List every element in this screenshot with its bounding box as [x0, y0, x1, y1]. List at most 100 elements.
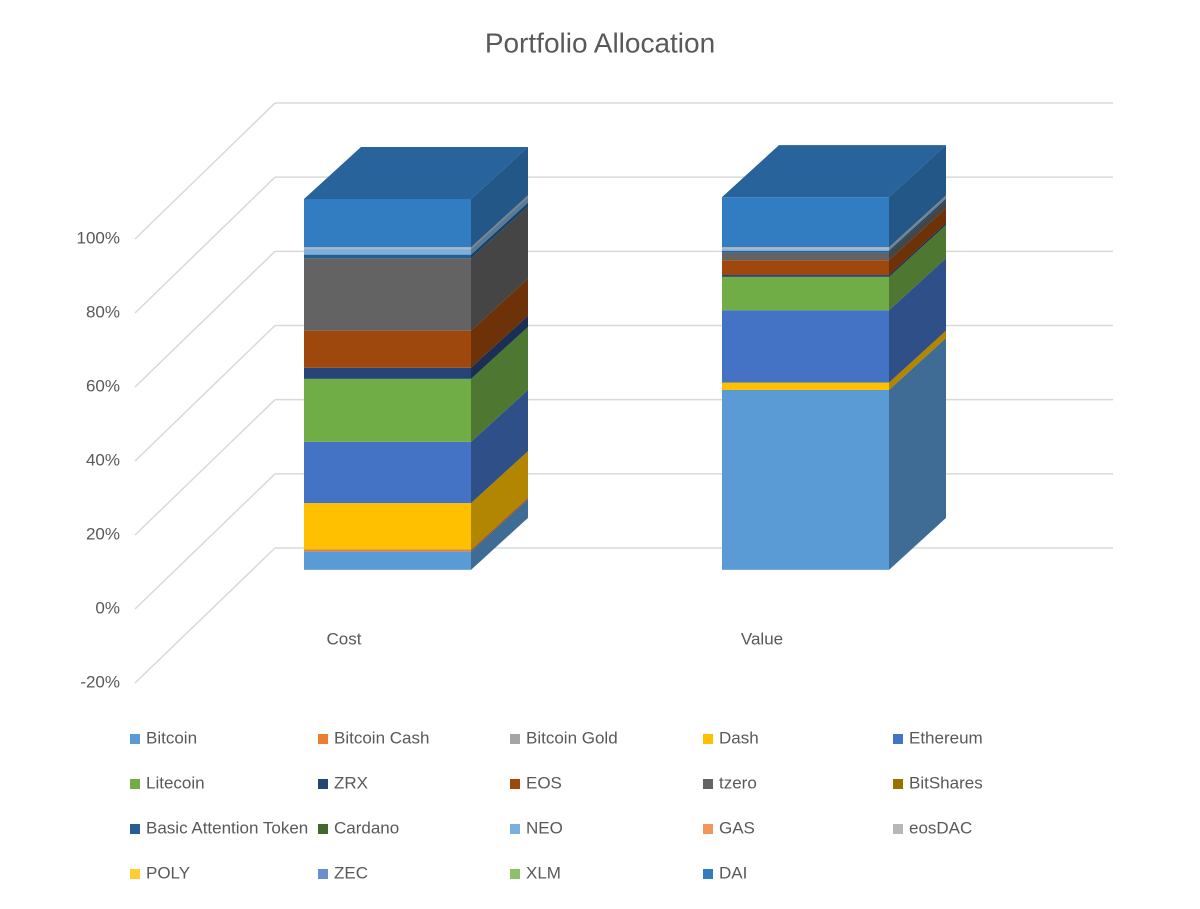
bar-segment: [304, 503, 471, 550]
legend-swatch: [510, 869, 520, 879]
legend-swatch: [703, 824, 713, 834]
bar-segment: [304, 549, 471, 552]
bar-segment-side: [471, 147, 528, 248]
bar-segment-shade: [889, 258, 946, 383]
bar-segment-side: [471, 497, 528, 552]
bar-segment-side: [471, 278, 528, 368]
bar-segment: [722, 310, 889, 383]
bar-segment-shade: [889, 195, 946, 250]
bar-segment-shade: [471, 197, 528, 255]
legend-label: ZEC: [334, 863, 368, 882]
y-tick-label: 80%: [86, 302, 120, 321]
legend-label: BitShares: [909, 773, 983, 792]
bar-segment-side: [471, 326, 528, 442]
bar-segment: [304, 551, 471, 570]
bar-segment: [722, 247, 889, 250]
bar-segment-shade: [889, 337, 946, 570]
legend-swatch: [703, 869, 713, 879]
grid-line: [134, 250, 276, 388]
legend-swatch: [893, 824, 903, 834]
bar-segment: [304, 247, 471, 250]
legend-swatch: [510, 824, 520, 834]
legend-swatch: [510, 734, 520, 744]
legend-label: Litecoin: [146, 773, 205, 792]
bar-segment-shade: [889, 330, 946, 390]
bar-segment-side: [889, 200, 946, 261]
bar-segment-shade: [889, 200, 946, 261]
y-tick-label: 20%: [86, 524, 120, 543]
bar-segment-side: [889, 197, 946, 251]
bar-segment-side: [471, 197, 528, 255]
legend-swatch: [130, 779, 140, 789]
legend-swatch: [318, 869, 328, 879]
bar-segment-shade: [889, 208, 946, 276]
legend-swatch: [893, 734, 903, 744]
legend-label: DAI: [719, 863, 747, 882]
bar-segment-side: [889, 208, 946, 276]
legend-label: POLY: [146, 863, 190, 882]
legend-swatch: [318, 734, 328, 744]
bar-top: [304, 147, 528, 199]
legend-label: EOS: [526, 773, 562, 792]
bar-segment: [304, 330, 471, 368]
legend-label: Dash: [719, 728, 759, 747]
x-tick-label: Value: [741, 629, 783, 648]
bar-segment: [304, 258, 471, 331]
bar-segment: [722, 252, 889, 261]
grid-line: [134, 102, 276, 240]
bar-segment-shade: [889, 145, 946, 248]
grid-line: [134, 324, 276, 462]
grid-line: [134, 547, 276, 684]
bar-segment: [722, 275, 889, 277]
legend-swatch: [510, 779, 520, 789]
bar-segment-side: [889, 258, 946, 383]
bar-segment-side: [889, 145, 946, 248]
bar-segment-side: [471, 202, 528, 259]
bar-segment: [722, 382, 889, 390]
bar-segment: [722, 260, 889, 276]
legend-label: Basic Attention Token: [146, 818, 308, 837]
bar-segment: [304, 254, 471, 259]
bar-segment-shade: [471, 315, 528, 379]
legend-swatch: [130, 734, 140, 744]
bar-segment-side: [471, 389, 528, 504]
bar-segment-shade: [471, 206, 528, 331]
bar-segment-shade: [471, 497, 528, 552]
legend-label: GAS: [719, 818, 755, 837]
bar-segment-shade: [889, 198, 946, 253]
bar-top: [722, 145, 946, 198]
bar-segment-shade: [471, 326, 528, 442]
y-tick-label: 100%: [77, 228, 120, 247]
bar-segment-shade: [889, 197, 946, 251]
bar-segment: [304, 367, 471, 379]
legend-label: Ethereum: [909, 728, 983, 747]
y-tick-label: 0%: [95, 598, 120, 617]
bar-segment: [722, 250, 889, 253]
bar-segment-side: [471, 315, 528, 379]
bar-segment-shade: [471, 389, 528, 504]
legend-swatch: [703, 734, 713, 744]
y-tick-label: 60%: [86, 376, 120, 395]
bar-segment-side: [889, 224, 946, 311]
grid-line: [134, 473, 276, 610]
bar-segment-side: [471, 206, 528, 331]
bar-segment-shade: [471, 451, 528, 550]
bar-segment: [304, 199, 471, 248]
bar-segment: [304, 378, 471, 442]
bar-segment-side: [889, 223, 946, 277]
legend-label: tzero: [719, 773, 757, 792]
legend-label: Bitcoin Cash: [334, 728, 429, 747]
bar-segment-shade: [471, 202, 528, 259]
bar-segment-side: [889, 330, 946, 390]
grid-line: [134, 399, 276, 536]
x-tick-label: Cost: [327, 629, 362, 648]
bar-segment: [722, 389, 889, 570]
bar-segment: [722, 249, 889, 251]
bar-segment: [722, 276, 889, 311]
bar-segment-shade: [471, 195, 528, 250]
bar-segment-side: [889, 337, 946, 570]
bar-segment-shade: [471, 147, 528, 248]
legend-swatch: [703, 779, 713, 789]
legend-label: Cardano: [334, 818, 399, 837]
bar-segment-shade: [471, 499, 528, 570]
